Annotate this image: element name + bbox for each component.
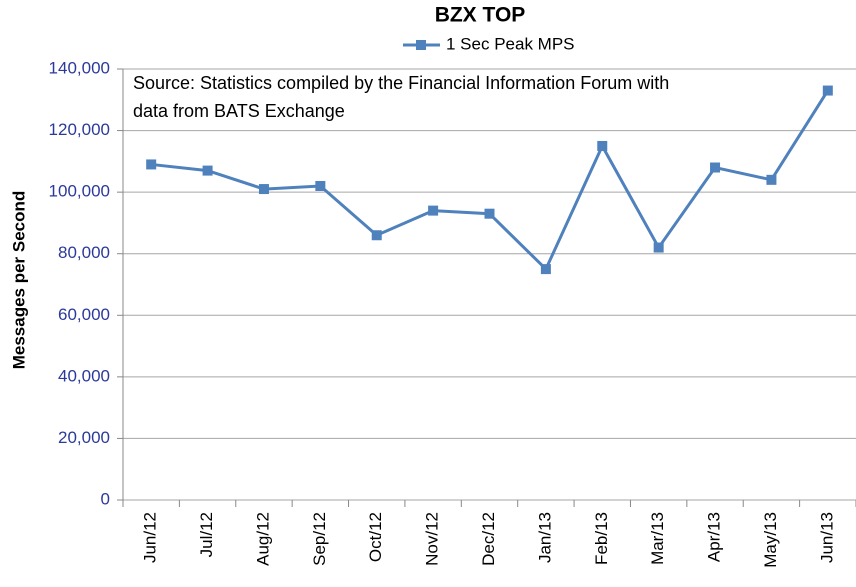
x-tick-label: Sep/12 [310, 512, 329, 566]
marker [258, 184, 269, 195]
y-tick-label: 20,000 [58, 428, 110, 447]
y-axis-label: Messages per Second [9, 191, 28, 370]
marker [202, 165, 213, 176]
chart-title: BZX TOP [435, 4, 526, 27]
x-tick-label: Mar/13 [648, 512, 667, 565]
x-tick-label: May/13 [761, 512, 780, 568]
x-tick-label: Jun/13 [817, 512, 836, 563]
legend-marker [416, 40, 426, 50]
x-tick-label: Jan/13 [535, 512, 554, 563]
y-tick-label: 60,000 [58, 305, 110, 324]
x-tick-label: Feb/13 [592, 512, 611, 565]
y-tick-label: 40,000 [58, 366, 110, 385]
x-tick-label: Oct/12 [366, 512, 385, 562]
marker [653, 242, 664, 253]
y-tick-label: 100,000 [49, 182, 110, 201]
y-tick-label: 140,000 [49, 58, 110, 77]
x-tick-label: Jun/12 [141, 512, 160, 563]
x-tick-label: Apr/13 [705, 512, 724, 562]
x-tick-label: Dec/12 [479, 512, 498, 566]
x-tick-label: Jul/12 [197, 512, 216, 557]
marker [597, 140, 608, 151]
marker [540, 264, 551, 275]
marker [428, 205, 439, 216]
annotation: Source: Statistics compiled by the Finan… [133, 73, 669, 93]
x-tick-label: Nov/12 [423, 512, 442, 566]
annotation: data from BATS Exchange [133, 101, 345, 121]
x-tick-label: Aug/12 [253, 512, 272, 566]
marker [766, 174, 777, 185]
y-tick-label: 80,000 [58, 243, 110, 262]
marker [710, 162, 721, 173]
marker [315, 180, 326, 191]
legend-label: 1 Sec Peak MPS [446, 34, 575, 53]
y-tick-label: 0 [101, 489, 110, 508]
marker [371, 230, 382, 241]
y-tick-label: 120,000 [49, 120, 110, 139]
marker [822, 85, 833, 96]
marker [146, 159, 157, 170]
marker [484, 208, 495, 219]
